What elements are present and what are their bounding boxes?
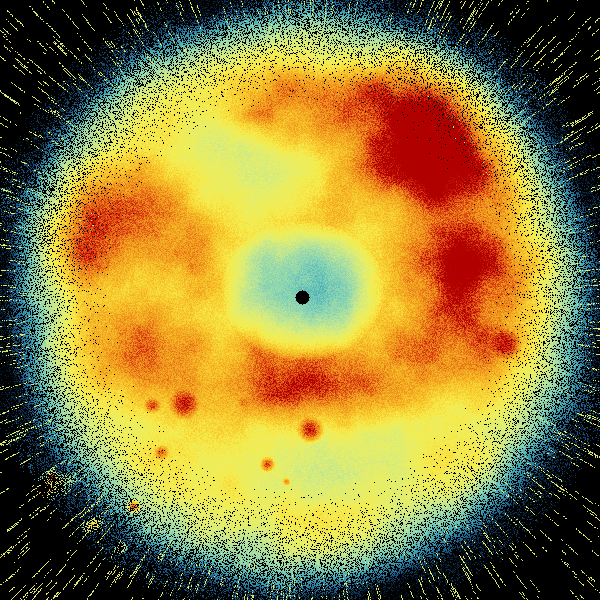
astronomical-image-canvas-container: Diffuse emission map with radial streak … [0,0,600,600]
false-color-sky-map [0,0,600,600]
